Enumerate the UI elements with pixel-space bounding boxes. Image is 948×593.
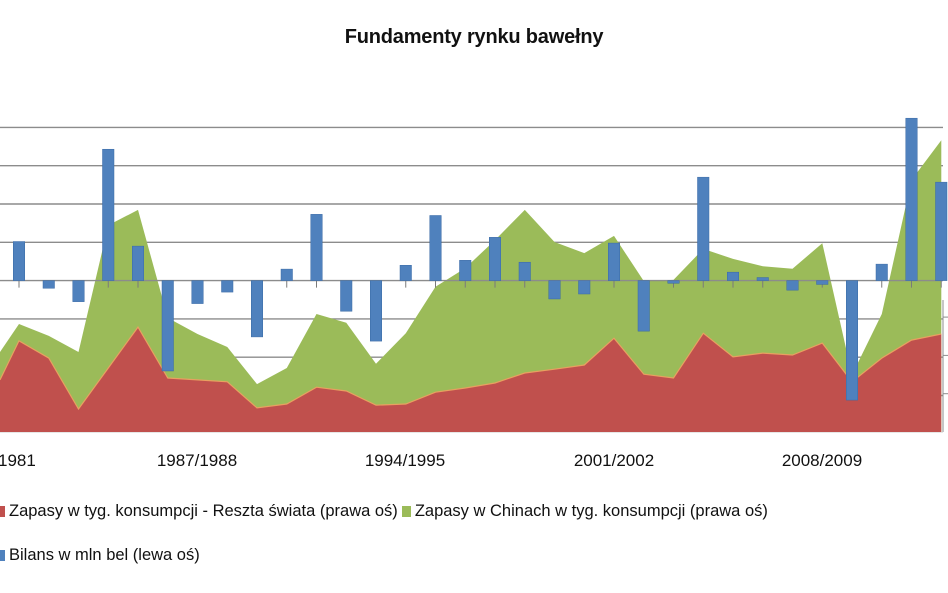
bar-bilans bbox=[756, 277, 769, 281]
x-axis-label: 2001/2002 bbox=[573, 451, 655, 470]
bar-bilans bbox=[161, 280, 174, 372]
legend-swatch-icon bbox=[0, 506, 5, 517]
bar-bilans bbox=[608, 242, 620, 281]
bar-bilans bbox=[191, 280, 204, 304]
bar-bilans bbox=[429, 215, 442, 281]
bar-bilans bbox=[905, 117, 918, 281]
legend-label: Zapasy w Chinach w tyg. konsumpcji (praw… bbox=[414, 502, 768, 520]
bar-bilans bbox=[875, 263, 888, 281]
bar-bilans bbox=[548, 280, 561, 300]
bar-bilans bbox=[816, 280, 829, 285]
stacked-area-series bbox=[0, 140, 942, 432]
x-axis-label: 1981 bbox=[0, 451, 36, 470]
legend-row-2: Bilans w mln bel (lewa oś) bbox=[0, 546, 204, 565]
bar-bilans bbox=[667, 280, 680, 284]
bar-bilans bbox=[459, 260, 472, 281]
bar-bilans bbox=[42, 280, 55, 289]
legend-label: Bilans w mln bel (lewa oś) bbox=[9, 546, 200, 564]
bar-series bbox=[13, 117, 948, 401]
bar-bilans bbox=[786, 280, 799, 291]
legend-swatch-icon bbox=[0, 550, 5, 561]
bar-bilans bbox=[72, 280, 85, 302]
bar-bilans bbox=[280, 268, 293, 281]
bar-bilans bbox=[846, 280, 858, 401]
legend-item: Zapasy w tyg. konsumpcji - Reszta świata… bbox=[0, 502, 398, 521]
bar-bilans bbox=[489, 237, 501, 281]
bar-bilans bbox=[251, 280, 263, 338]
area-rest-of-world-stocks bbox=[0, 327, 942, 432]
legend-swatch-icon bbox=[401, 506, 411, 517]
bar-bilans bbox=[578, 280, 591, 295]
bar-bilans bbox=[518, 261, 531, 281]
bar-bilans bbox=[13, 241, 25, 281]
bar-bilans bbox=[221, 280, 234, 293]
bar-bilans bbox=[340, 280, 353, 312]
bar-bilans bbox=[637, 280, 650, 332]
right-axis bbox=[0, 300, 948, 433]
legend-item: Bilans w mln bel (lewa oś) bbox=[0, 546, 200, 565]
x-axis-label: 1994/1995 bbox=[364, 451, 446, 470]
chart-title: Fundamenty rynku bawełny bbox=[344, 26, 604, 48]
bar-bilans bbox=[935, 181, 948, 281]
legend-label: Zapasy w tyg. konsumpcji - Reszta świata… bbox=[9, 502, 398, 520]
bar-bilans bbox=[102, 148, 115, 281]
bar-bilans bbox=[310, 214, 323, 281]
legend-item: Zapasy w Chinach w tyg. konsumpcji (praw… bbox=[401, 502, 768, 521]
area-boundary-line bbox=[0, 326, 942, 411]
bar-bilans bbox=[697, 176, 710, 281]
bar-bilans bbox=[132, 245, 144, 281]
x-axis-label: 1987/1988 bbox=[156, 451, 238, 470]
x-axis-label: 2008/2009 bbox=[781, 451, 863, 470]
bar-bilans bbox=[370, 280, 382, 342]
legend-row-1: Zapasy w tyg. konsumpcji - Reszta świata… bbox=[0, 502, 772, 521]
bar-bilans bbox=[727, 271, 739, 281]
bar-bilans bbox=[399, 265, 412, 281]
